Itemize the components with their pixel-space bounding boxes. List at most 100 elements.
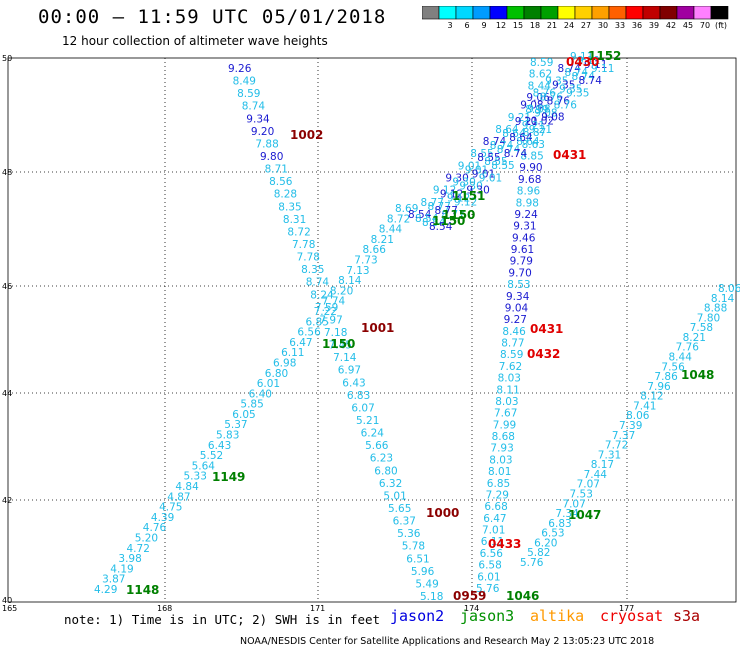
swh-value-track-c: 6.01 bbox=[477, 571, 500, 583]
swh-value-track-c: 8.11 bbox=[496, 384, 519, 396]
swh-value-band: 8.77 bbox=[442, 209, 465, 221]
swh-value-track-c: 8.59 bbox=[500, 349, 523, 361]
swh-value-band: 9.35 bbox=[552, 79, 575, 91]
swh-value-track-b: 4.72 bbox=[127, 543, 150, 555]
swh-value-track-b: 8.21 bbox=[371, 234, 394, 246]
swh-value-track-c: 8.44 bbox=[528, 80, 552, 92]
swh-value-track-a: 6.07 bbox=[351, 402, 374, 414]
swh-value-band: 8.74 bbox=[572, 71, 596, 83]
swh-value-track-a: 5.21 bbox=[356, 415, 379, 427]
swh-value-band: 8.64 bbox=[502, 128, 526, 140]
swh-value-track-d: 7.58 bbox=[690, 322, 713, 334]
swh-value-track-b: 4.84 bbox=[175, 481, 199, 493]
swh-value-track-b: 6.56 bbox=[297, 327, 321, 339]
color-bin-label: 24 bbox=[563, 21, 575, 30]
pass-time-label: 1000 bbox=[426, 506, 459, 520]
swh-value-track-a: 7.18 bbox=[324, 327, 347, 339]
swh-value-band: 8.74 bbox=[490, 140, 514, 152]
swh-value-band: 9.12 bbox=[433, 185, 456, 197]
map-subtitle: 12 hour collection of altimeter wave hei… bbox=[62, 34, 328, 48]
swh-value-band: 9.08 bbox=[541, 112, 564, 124]
satellite-legend-jason3: jason3 bbox=[460, 607, 515, 625]
swh-value-track-c: 8.85 bbox=[520, 151, 543, 163]
swh-value-track-c: 9.24 bbox=[514, 209, 538, 221]
swh-value-track-b: 6.80 bbox=[265, 368, 288, 380]
swh-value-track-c: 6.85 bbox=[487, 478, 510, 490]
swh-value-band: 8.74 bbox=[497, 144, 521, 156]
swh-value-track-a: 6.32 bbox=[379, 478, 402, 490]
swh-value-track-c: 9.61 bbox=[511, 244, 534, 256]
satellite-legend-cryosat: cryosat bbox=[600, 607, 664, 625]
color-bin-label: 30 bbox=[597, 21, 609, 30]
swh-value-band: 9.12 bbox=[447, 193, 470, 205]
latitude-label: 40 bbox=[2, 596, 12, 605]
swh-value-track-a: 8.28 bbox=[274, 189, 297, 201]
swh-value-track-c: 8.87 bbox=[523, 127, 546, 139]
swh-value-track-c: 8.98 bbox=[516, 197, 539, 209]
swh-value-track-c: 8.03 bbox=[498, 373, 521, 385]
pass-time-label: 1150 bbox=[432, 214, 465, 228]
pass-time-label: 0433 bbox=[488, 537, 521, 551]
swh-value-track-d: 7.96 bbox=[647, 381, 671, 393]
satellite-legend-altika: altika bbox=[530, 607, 585, 625]
pass-time-label: 1048 bbox=[681, 368, 714, 382]
swh-value-track-a: 5.18 bbox=[420, 591, 443, 603]
swh-value-track-a: 6.23 bbox=[370, 453, 393, 465]
color-bin-label: 27 bbox=[580, 21, 592, 30]
swh-value-track-b: 7.74 bbox=[322, 296, 346, 308]
swh-value-track-c: 9.90 bbox=[519, 162, 542, 174]
swh-value-band: 8.74 bbox=[483, 136, 507, 148]
pass-time-labels: 1002100110000959115211511150115011491148… bbox=[126, 49, 714, 603]
swh-value-track-b: 8.14 bbox=[338, 275, 362, 287]
footnote: note: 1) Time is in UTC; 2) SWH is in fe… bbox=[64, 612, 381, 627]
swh-value-band: 8.74 bbox=[579, 75, 603, 87]
swh-value-band: 8.77 bbox=[435, 205, 458, 217]
swh-value-track-b: 5.33 bbox=[184, 471, 207, 483]
swh-value-track-d: 7.56 bbox=[661, 361, 685, 373]
swh-value-track-a: 8.72 bbox=[287, 226, 310, 238]
color-scale-bar bbox=[422, 6, 729, 20]
pass-time-label: 0431 bbox=[553, 148, 586, 162]
pass-time-label: 1151 bbox=[452, 189, 485, 203]
swh-value-track-b: 6.40 bbox=[249, 388, 272, 400]
swh-value-track-c: 8.63 bbox=[522, 139, 545, 151]
swh-value-track-a: 6.37 bbox=[393, 516, 416, 528]
swh-value-track-a: 9.34 bbox=[246, 113, 270, 125]
swh-value-track-c: 6.11 bbox=[481, 536, 504, 548]
swh-value-track-d: 7.41 bbox=[633, 400, 656, 412]
swh-value-track-a: 7.45 bbox=[329, 340, 352, 352]
swh-value-band: 9.11 bbox=[584, 59, 607, 71]
swh-value-track-a: 8.49 bbox=[233, 76, 256, 88]
color-bin bbox=[710, 6, 729, 20]
map-grid bbox=[7, 57, 737, 603]
swh-value-track-a: 8.59 bbox=[237, 88, 260, 100]
swh-value-track-c: 7.62 bbox=[499, 361, 522, 373]
swh-value-track-a: 8.35 bbox=[278, 201, 301, 213]
pass-time-label: 1001 bbox=[361, 321, 394, 335]
swh-value-track-c: 9.34 bbox=[506, 291, 530, 303]
swh-value-track-b: 3.98 bbox=[118, 553, 141, 565]
swh-value-track-d: 6.20 bbox=[534, 537, 557, 549]
satellite-tracks: 9.268.498.598.749.349.207.889.808.718.56… bbox=[94, 51, 740, 603]
swh-value-band: 8.55 bbox=[491, 160, 514, 172]
pass-time-label: 1152 bbox=[588, 49, 621, 63]
swh-value-track-c: 10.02 bbox=[524, 115, 554, 127]
swh-value-track-c: 6.56 bbox=[480, 548, 504, 560]
swh-value-track-b: 8.72 bbox=[387, 213, 410, 225]
swh-value-track-c: 9.06 bbox=[526, 92, 550, 104]
swh-value-track-d: 8.44 bbox=[669, 352, 693, 364]
swh-value-track-b: 5.20 bbox=[135, 533, 158, 545]
swh-value-track-a: 7.97 bbox=[319, 314, 342, 326]
swh-value-track-b: 6.11 bbox=[281, 347, 304, 359]
swh-value-track-b: 3.87 bbox=[102, 574, 125, 586]
swh-value-track-b: 7.73 bbox=[354, 255, 377, 267]
swh-value-band: 8.64 bbox=[495, 124, 519, 136]
longitude-label: 165 bbox=[2, 604, 17, 613]
swh-value-band: 9.01 bbox=[479, 172, 502, 184]
latitude-label: 44 bbox=[2, 389, 12, 398]
swh-value-track-a: 8.74 bbox=[242, 101, 266, 113]
swh-value-track-c: 7.01 bbox=[482, 525, 505, 537]
swh-value-track-b: 7.13 bbox=[346, 265, 369, 277]
